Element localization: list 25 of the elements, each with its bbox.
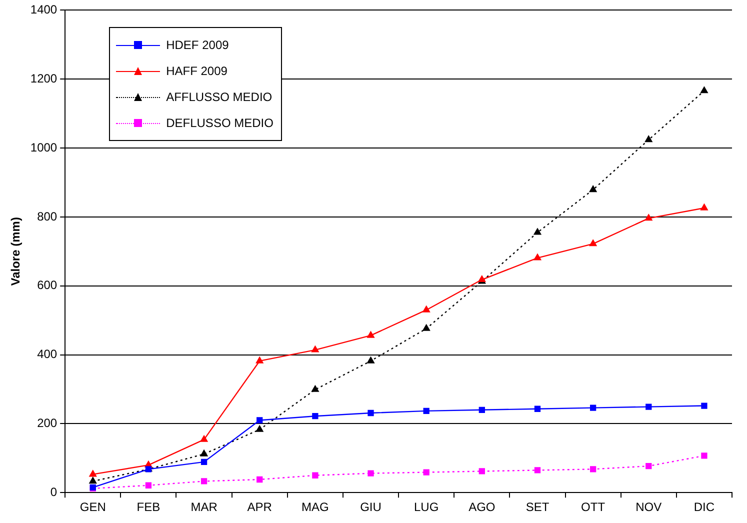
y-tick-label: 200 bbox=[37, 416, 58, 430]
x-tick-label: DIC bbox=[694, 500, 715, 514]
x-tick-label: OTT bbox=[581, 500, 606, 514]
legend-label: AFFLUSSO MEDIO bbox=[166, 90, 272, 104]
y-tick-label: 1400 bbox=[30, 2, 58, 17]
y-tick-label: 1200 bbox=[30, 71, 58, 86]
x-tick-label: NOV bbox=[636, 500, 662, 514]
y-axis-title: Valore (mm) bbox=[8, 217, 23, 286]
x-tick-label: SET bbox=[526, 500, 550, 514]
legend-label: HDEF 2009 bbox=[166, 38, 229, 52]
y-tick-label: 0 bbox=[50, 484, 58, 499]
x-tick-label: GEN bbox=[80, 500, 106, 514]
x-tick-label: MAG bbox=[302, 500, 329, 514]
legend-label: HAFF 2009 bbox=[166, 64, 228, 78]
x-tick-label: MAR bbox=[190, 500, 218, 514]
x-tick-label: GIU bbox=[360, 500, 382, 514]
y-tick-label: 800 bbox=[37, 209, 58, 224]
y-tick-label: 1000 bbox=[30, 140, 58, 154]
y-tick-label: 600 bbox=[37, 278, 58, 292]
x-tick-label: AGO bbox=[468, 500, 496, 514]
x-tick-label: FEB bbox=[136, 500, 160, 514]
y-tick-label: 400 bbox=[37, 347, 58, 362]
x-tick-label: LUG bbox=[414, 500, 439, 514]
legend-label: DEFLUSSO MEDIO bbox=[166, 116, 274, 130]
x-tick-label: APR bbox=[247, 500, 272, 514]
